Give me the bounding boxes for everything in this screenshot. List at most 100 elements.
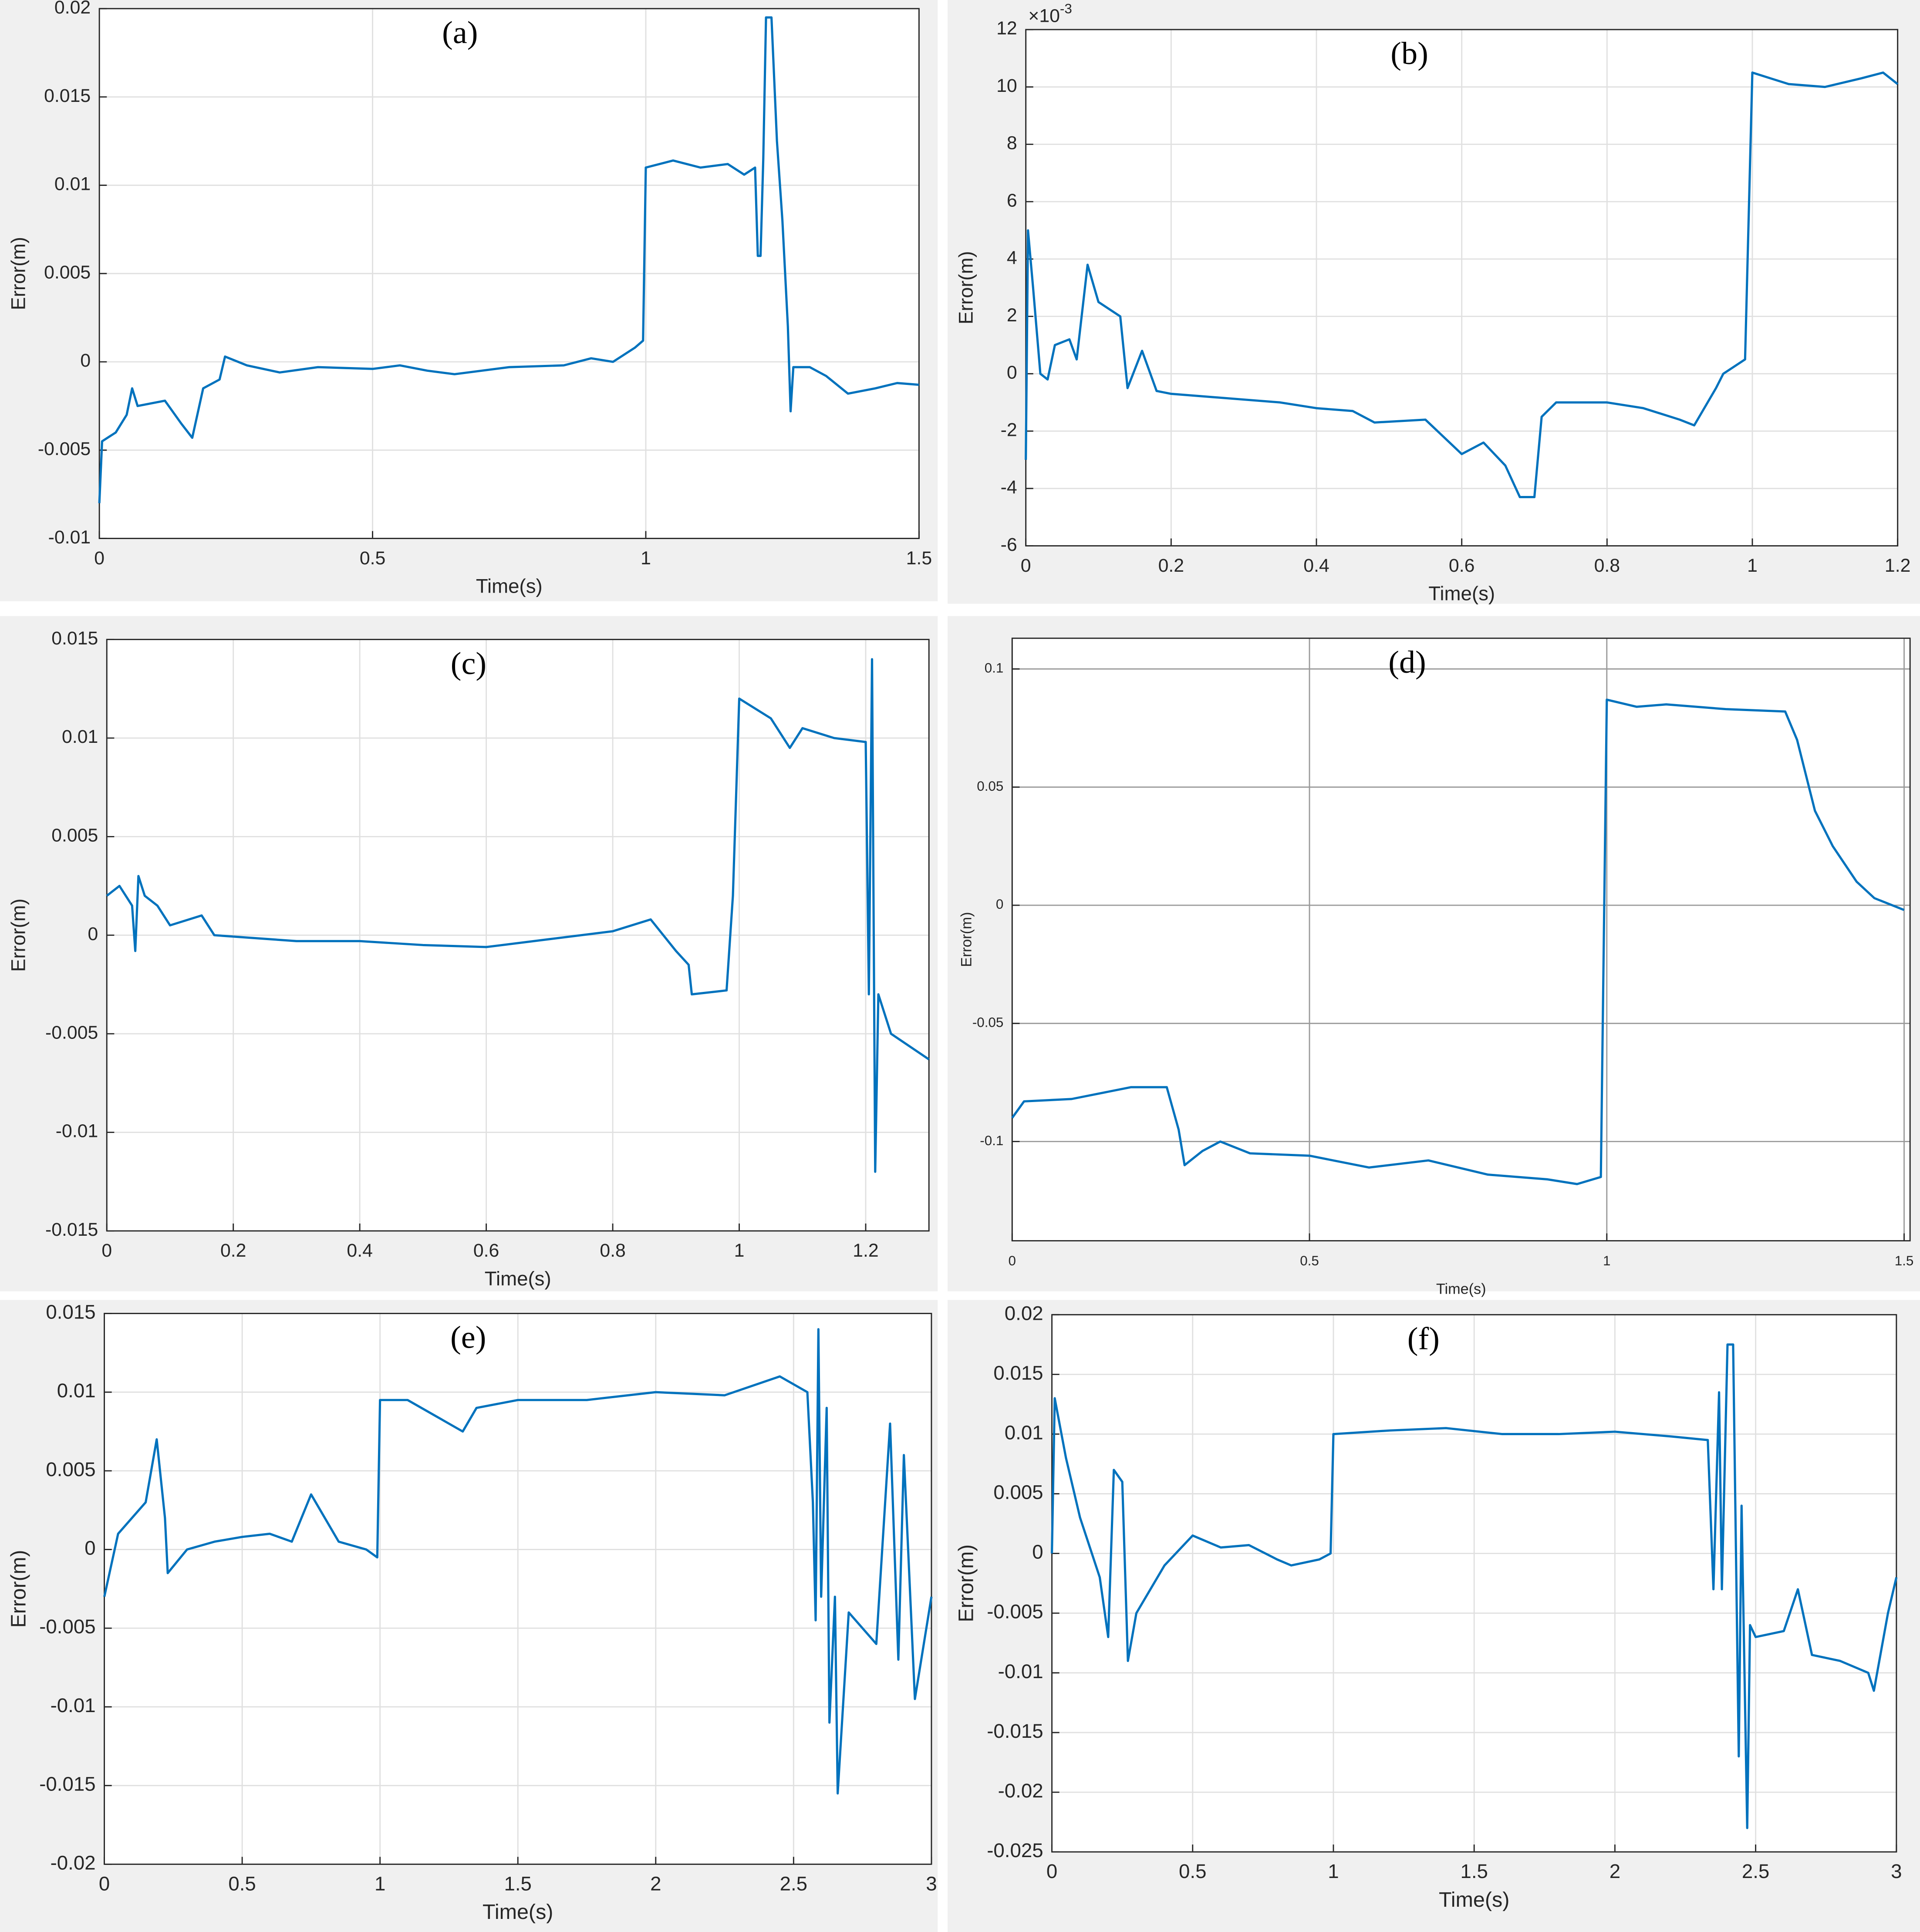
x-tick-label: 1 <box>1747 555 1758 576</box>
y-tick-label: -2 <box>1001 419 1017 440</box>
x-tick-label: 0.8 <box>600 1240 625 1261</box>
y-tick-label: 0.05 <box>977 779 1003 794</box>
plot-frame <box>1025 29 1899 546</box>
y-tick-label: -0.025 <box>987 1839 1043 1861</box>
x-tick-label: 0 <box>94 548 105 569</box>
y-tick-label: 0.1 <box>985 661 1004 676</box>
x-tick-label: 1.5 <box>504 1873 532 1895</box>
y-tick-label: 0.015 <box>993 1362 1043 1384</box>
y-tick-label: 0.015 <box>44 85 91 106</box>
y-tick-label: 0 <box>996 897 1003 912</box>
data-line <box>106 658 930 1173</box>
x-tick-label: 1.5 <box>1460 1860 1488 1882</box>
x-tick-label: 1 <box>734 1240 745 1261</box>
y-tick-label: -0.02 <box>51 1851 96 1874</box>
y-tick-label: -0.015 <box>987 1720 1043 1742</box>
x-tick-label: 1 <box>1328 1860 1339 1882</box>
y-tick-label: 0.005 <box>51 825 98 846</box>
y-multiplier-base: ×10 <box>1028 6 1060 27</box>
x-tick-label: 0 <box>99 1873 110 1895</box>
y-tick-label: 2 <box>1007 305 1017 326</box>
panel-label: (a) <box>442 14 478 50</box>
x-axis-label: Time(s) <box>1428 583 1495 605</box>
y-tick-label: 0.005 <box>46 1458 95 1480</box>
y-tick-label: -0.1 <box>980 1133 1003 1148</box>
x-tick-label: 2.5 <box>780 1873 807 1895</box>
data-line <box>103 1328 933 1795</box>
y-multiplier-exponent: -3 <box>1060 1 1072 17</box>
x-tick-label: 2 <box>1610 1860 1620 1882</box>
panel-label: (e) <box>450 1319 486 1355</box>
x-tick-label: 0.4 <box>1303 555 1329 576</box>
y-tick-label: 0.01 <box>54 174 91 195</box>
y-tick-label: 0 <box>1007 362 1017 383</box>
x-tick-label: 1.5 <box>906 548 932 569</box>
y-axis-label: Error(m) <box>955 251 977 324</box>
x-tick-label: 2 <box>650 1873 661 1895</box>
plot-frame <box>106 639 930 1232</box>
y-tick-label: 8 <box>1007 133 1017 154</box>
plot-area <box>1012 638 1910 1241</box>
x-axis-label: Time(s) <box>483 1900 553 1924</box>
y-axis-label: Error(m) <box>7 1550 30 1628</box>
x-axis-label: Time(s) <box>485 1268 551 1290</box>
y-tick-label: 4 <box>1007 247 1017 268</box>
plot-frame <box>1011 637 1911 1241</box>
y-tick-label: 12 <box>996 18 1017 39</box>
x-tick-label: 1 <box>375 1873 385 1895</box>
y-tick-label: -0.01 <box>56 1121 98 1142</box>
data-line <box>98 16 919 503</box>
x-tick-label: 0.5 <box>228 1873 256 1895</box>
y-tick-label: -0.01 <box>51 1694 96 1716</box>
y-tick-label: -0.02 <box>998 1780 1043 1802</box>
x-tick-label: 0 <box>101 1240 112 1261</box>
y-tick-label: 0 <box>84 1537 95 1559</box>
x-tick-label: 0 <box>1009 1253 1016 1268</box>
y-tick-label: -0.005 <box>987 1601 1043 1623</box>
x-tick-label: 3 <box>1891 1860 1902 1882</box>
x-tick-label: 1 <box>1603 1253 1610 1268</box>
y-tick-label: 0.015 <box>51 628 98 649</box>
x-tick-label: 0.5 <box>1300 1253 1319 1268</box>
y-axis-label: Error(m) <box>7 899 30 972</box>
y-tick-label: -0.05 <box>972 1015 1003 1030</box>
y-tick-label: 0 <box>1032 1541 1043 1563</box>
x-tick-label: 2.5 <box>1742 1860 1769 1882</box>
panel-label: (f) <box>1407 1321 1440 1356</box>
y-axis-label: Error(m) <box>958 912 975 967</box>
x-tick-label: 0.6 <box>473 1240 499 1261</box>
x-axis-label: Time(s) <box>1436 1281 1486 1298</box>
x-tick-label: 1 <box>641 548 651 569</box>
y-tick-label: 0.01 <box>57 1379 96 1402</box>
y-tick-label: 0.015 <box>46 1301 95 1323</box>
y-axis-label: Error(m) <box>7 237 30 310</box>
y-tick-label: -0.015 <box>39 1773 95 1795</box>
y-tick-label: 6 <box>1007 190 1017 211</box>
x-tick-label: 0.6 <box>1449 555 1475 576</box>
y-tick-label: -0.005 <box>39 1615 95 1638</box>
panel-label: (c) <box>451 645 486 681</box>
x-tick-label: 1.2 <box>853 1240 878 1261</box>
x-tick-label: 1.2 <box>1885 555 1910 576</box>
data-line <box>1050 1343 1898 1829</box>
y-tick-label: -6 <box>1001 534 1017 555</box>
plot-frame <box>104 1313 932 1865</box>
y-tick-label: 10 <box>996 75 1017 96</box>
y-tick-label: -0.015 <box>45 1219 98 1240</box>
x-axis-label: Time(s) <box>1439 1888 1509 1912</box>
y-tick-label: -0.01 <box>48 527 91 548</box>
y-tick-label: 0.01 <box>1005 1422 1043 1444</box>
plot-frame <box>98 8 920 539</box>
x-tick-label: 3 <box>926 1873 937 1895</box>
x-tick-label: 0.4 <box>347 1240 372 1261</box>
y-tick-label: 0 <box>88 924 98 944</box>
data-line <box>1025 71 1899 499</box>
x-tick-label: 0 <box>1046 1860 1057 1882</box>
y-tick-label: -4 <box>1001 477 1017 498</box>
x-tick-label: 0.2 <box>1158 555 1184 576</box>
x-tick-label: 0.2 <box>220 1240 246 1261</box>
y-tick-label: -0.005 <box>45 1022 98 1043</box>
y-tick-label: -0.005 <box>38 438 91 459</box>
y-tick-label: 0.005 <box>44 262 91 283</box>
